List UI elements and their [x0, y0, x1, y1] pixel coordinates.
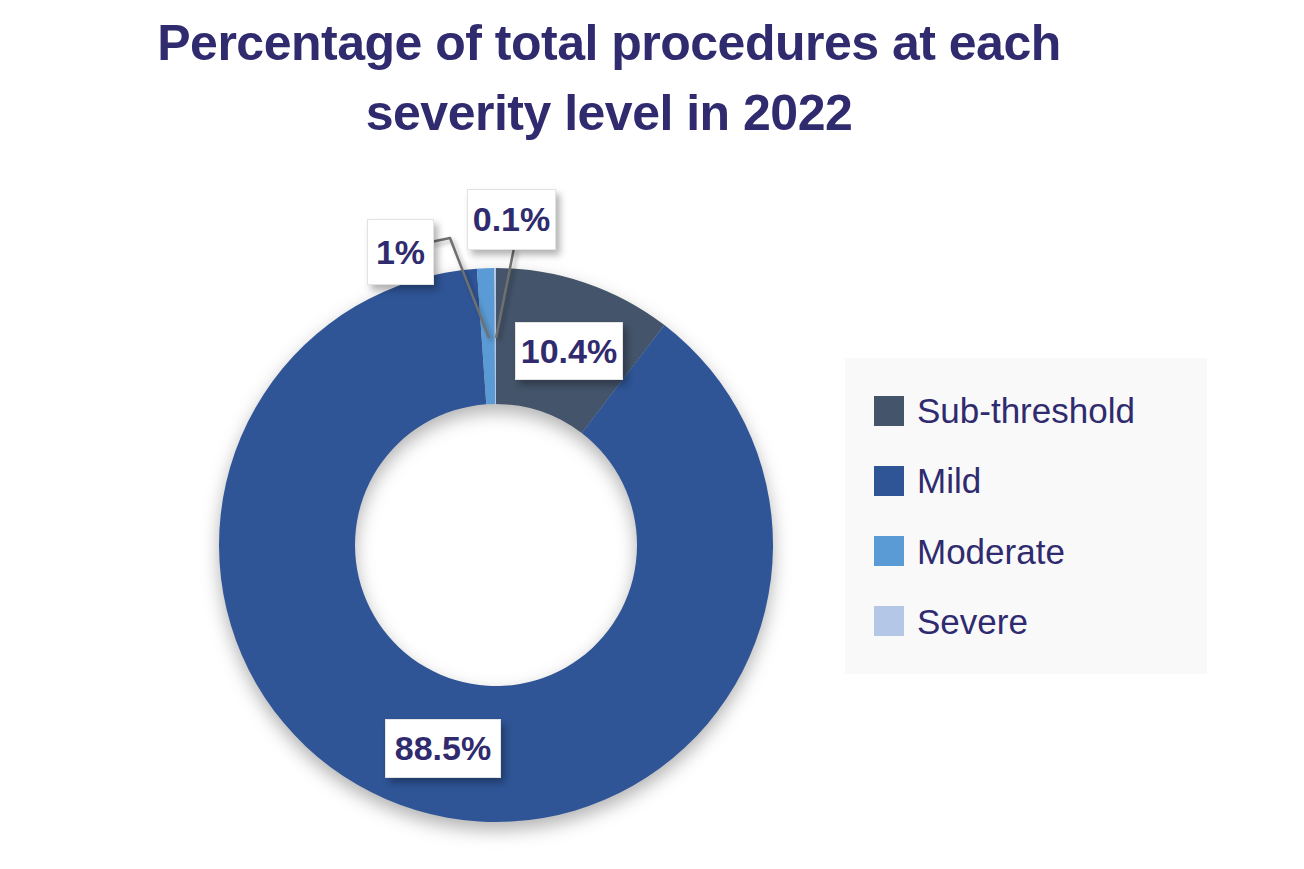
- data-label-severe: 0.1%: [467, 189, 556, 250]
- legend-item-mild: Mild: [845, 463, 1207, 498]
- legend-item-sub-threshold: Sub-threshold: [845, 393, 1207, 428]
- legend-item-severe: Severe: [845, 604, 1207, 639]
- data-label-mild: 88.5%: [385, 719, 501, 778]
- legend-swatch-moderate-icon: [874, 536, 904, 566]
- legend-label-sub-threshold: Sub-threshold: [917, 393, 1135, 428]
- legend-swatch-sub-threshold-icon: [874, 396, 904, 426]
- legend-label-severe: Severe: [917, 604, 1028, 639]
- chart-canvas: Percentage of total procedures at each s…: [0, 0, 1304, 869]
- legend-item-moderate: Moderate: [845, 534, 1207, 569]
- legend-label-mild: Mild: [917, 463, 981, 498]
- data-label-sub-threshold: 10.4%: [515, 322, 623, 380]
- legend-label-moderate: Moderate: [917, 534, 1065, 569]
- legend: Sub-threshold Mild Moderate Severe: [845, 358, 1207, 674]
- data-label-moderate: 1%: [367, 219, 434, 285]
- legend-swatch-mild-icon: [874, 466, 904, 496]
- legend-swatch-severe-icon: [874, 606, 904, 636]
